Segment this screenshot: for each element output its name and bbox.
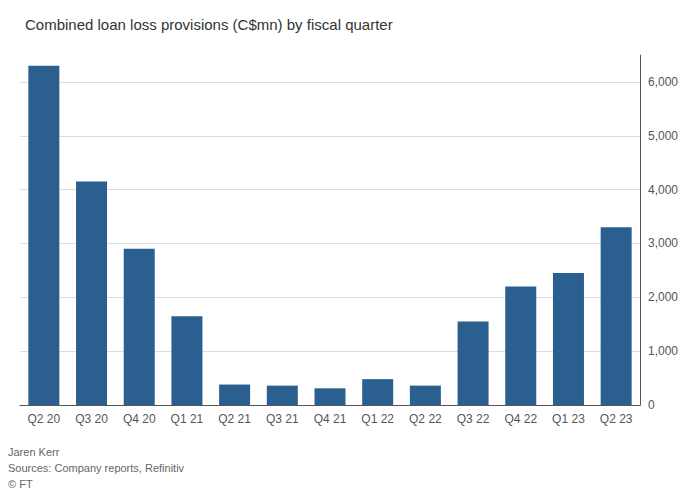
svg-text:Q2 23: Q2 23 xyxy=(600,412,633,426)
svg-text:4,000: 4,000 xyxy=(648,183,678,197)
svg-text:Combined loan loss provisions: Combined loan loss provisions (C$mn) by … xyxy=(25,16,393,33)
svg-text:Q2 22: Q2 22 xyxy=(409,412,442,426)
svg-text:Q1 22: Q1 22 xyxy=(361,412,394,426)
svg-text:3,000: 3,000 xyxy=(648,236,678,250)
svg-text:0: 0 xyxy=(648,398,655,412)
svg-text:Q4 22: Q4 22 xyxy=(504,412,537,426)
svg-text:Q3 22: Q3 22 xyxy=(457,412,490,426)
svg-text:Q1 21: Q1 21 xyxy=(171,412,204,426)
svg-text:Q3 21: Q3 21 xyxy=(266,412,299,426)
svg-text:5,000: 5,000 xyxy=(648,129,678,143)
svg-text:Q4 20: Q4 20 xyxy=(123,412,156,426)
svg-text:Jaren Kerr: Jaren Kerr xyxy=(8,446,60,458)
svg-text:Q2 20: Q2 20 xyxy=(27,412,60,426)
svg-text:Q2 21: Q2 21 xyxy=(218,412,251,426)
svg-text:Sources: Company reports, Refi: Sources: Company reports, Refinitiv xyxy=(8,462,185,474)
svg-text:Q3 20: Q3 20 xyxy=(75,412,108,426)
svg-text:6,000: 6,000 xyxy=(648,75,678,89)
svg-text:Q4 21: Q4 21 xyxy=(314,412,347,426)
svg-text:Q1 23: Q1 23 xyxy=(552,412,585,426)
svg-text:2,000: 2,000 xyxy=(648,290,678,304)
svg-text:© FT: © FT xyxy=(8,478,33,490)
svg-text:1,000: 1,000 xyxy=(648,344,678,358)
